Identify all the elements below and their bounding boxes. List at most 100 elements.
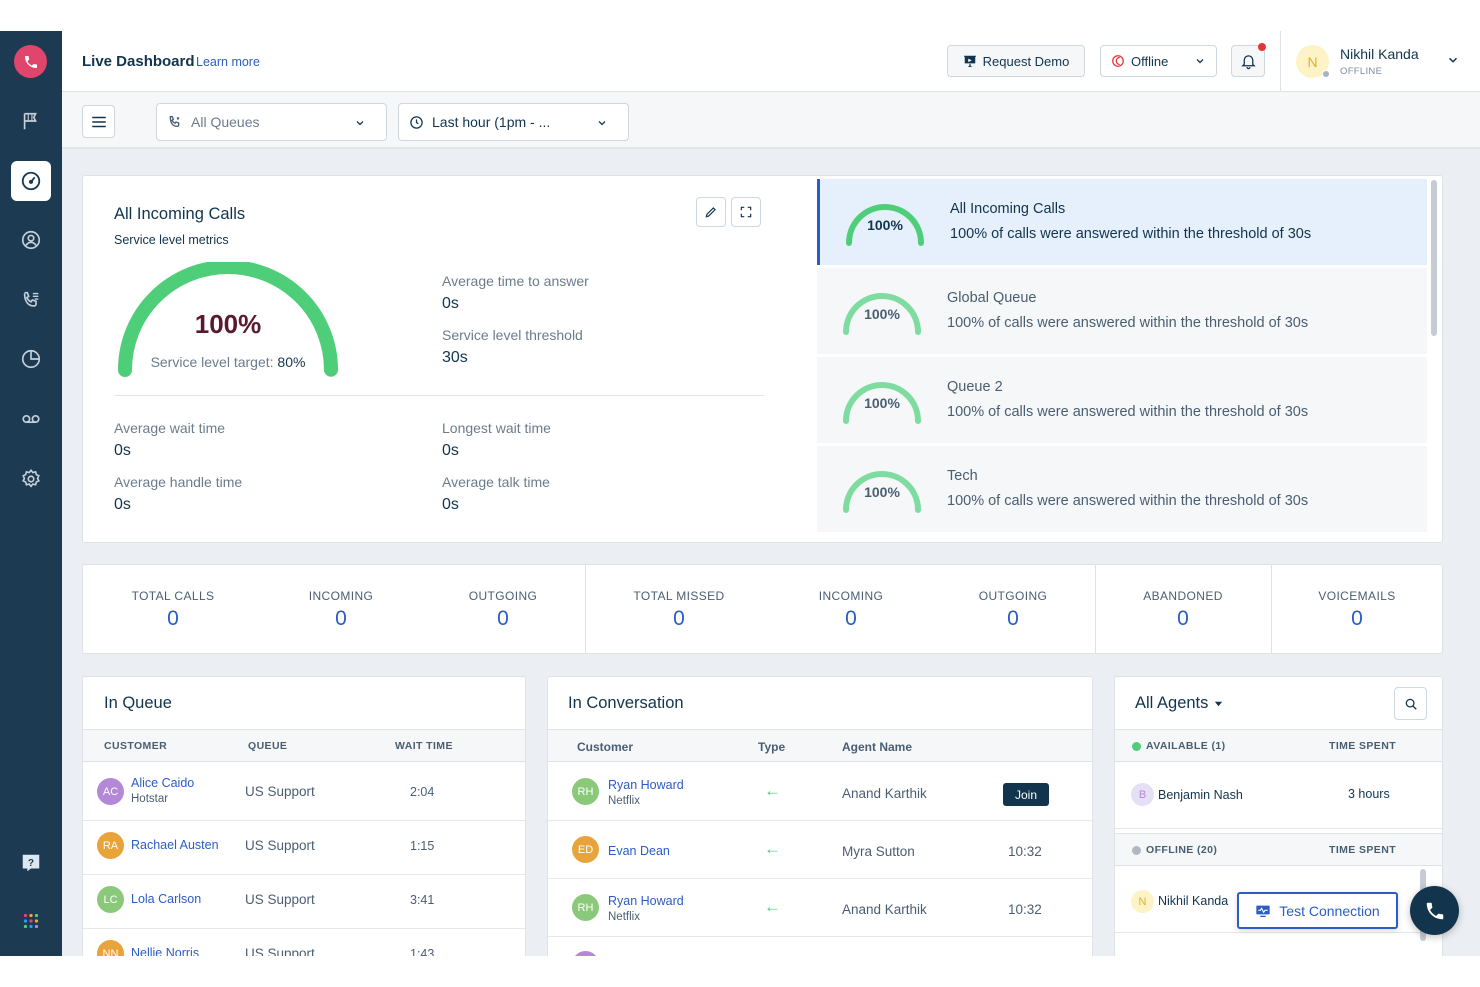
learn-more-link[interactable]: Learn more [196, 55, 260, 69]
dashboard-gauge-icon [21, 171, 41, 191]
customer-name-link[interactable]: Alice Caido [131, 776, 195, 790]
phone-dialer-button[interactable] [1410, 886, 1459, 935]
agent-name: Nikhil Kanda [1158, 894, 1229, 908]
customer-company: Netflix [608, 795, 640, 807]
queue-list: 100% All Incoming Calls 100% of calls we… [817, 179, 1429, 537]
table-row[interactable]: RH Ryan Howard Netflix ← Anand Karthik J… [548, 763, 1092, 821]
offline-agents-header: OFFLINE (20) TIME SPENT [1115, 833, 1442, 866]
summary-divider [1271, 565, 1272, 653]
customer-name-link[interactable]: Ryan Howard [608, 894, 684, 908]
queue-desc: 100% of calls were answered within the t… [947, 404, 1309, 420]
sidebar-item-contacts[interactable] [11, 220, 51, 260]
user-avatar-initial: N [1307, 53, 1318, 70]
sidebar-item-apps[interactable] [11, 901, 51, 941]
time-filter-dropdown[interactable]: Last hour (1pm - ... [398, 103, 629, 141]
header-divider [1280, 31, 1281, 92]
agent-row[interactable]: B Benjamin Nash 3 hours [1115, 763, 1442, 829]
call-summary-card: TOTAL CALLS 0 INCOMING 0 OUTGOING 0 TOTAL M… [82, 564, 1443, 654]
edit-button[interactable] [696, 197, 726, 227]
sidebar-item-dashboard[interactable] [11, 161, 51, 201]
test-connection-button[interactable]: Test Connection [1237, 892, 1398, 929]
phone-logo-icon[interactable] [14, 45, 47, 78]
flag-icon [23, 112, 37, 130]
expand-button[interactable] [731, 197, 761, 227]
queue-name: US Support [245, 838, 315, 853]
customer-name-link[interactable]: Evan Dean [608, 844, 670, 858]
customer-name-link[interactable]: Lola Carlson [131, 892, 202, 906]
column-header: Customer [577, 740, 634, 754]
queue-list-scrollbar[interactable] [1431, 180, 1437, 336]
table-row[interactable]: LC Lola Carlson US Support 3:41 [83, 871, 525, 929]
queue-item[interactable]: 100% All Incoming Calls 100% of calls we… [817, 179, 1427, 265]
avg-wait-label: Average wait time [114, 420, 226, 436]
summary-label: TOTAL MISSED [633, 589, 725, 603]
sidebar-item-calls[interactable] [11, 280, 51, 320]
sidebar-item-help[interactable]: ? [11, 843, 51, 883]
user-status-dot [1322, 70, 1330, 78]
column-header: WAIT TIME [395, 740, 453, 752]
table-row[interactable]: RH Ryan Howard Netflix ← Anand Karthik 1… [548, 879, 1092, 937]
sidebar-item-settings[interactable] [11, 459, 51, 499]
filter-toolbar: All Queues Last hour (1pm - ... [62, 92, 1480, 149]
queue-item[interactable]: 100% Queue 2 100% of calls were answered… [817, 357, 1427, 443]
available-status-dot [1132, 742, 1141, 751]
avg-handle-label: Average handle time [114, 474, 243, 490]
agent-name: Myra Sutton [842, 844, 915, 859]
agent-row[interactable]: N Nikhil Kanda [1115, 867, 1442, 933]
customer-name-link[interactable]: Ryan Howard [608, 778, 684, 792]
sidebar-item-reports[interactable] [11, 339, 51, 379]
queue-item[interactable]: 100% Tech 100% of calls were answered wi… [817, 446, 1427, 532]
join-button[interactable]: Join [1003, 783, 1049, 806]
table-row[interactable]: NN Nellie Norris US Support 1:43 [83, 925, 525, 956]
queue-item[interactable]: 100% Global Queue 100% of calls were ans… [817, 268, 1427, 354]
offline-label: OFFLINE (20) [1146, 844, 1218, 856]
time-spent-header: TIME SPENT [1329, 740, 1397, 752]
notifications-button[interactable] [1231, 43, 1266, 77]
notification-badge [1258, 43, 1266, 51]
avg-handle-value: 0s [114, 496, 131, 513]
agent-avatar: B [1131, 783, 1154, 806]
summary-outgoing: OUTGOING 0 [433, 565, 573, 653]
user-circle-icon [21, 230, 41, 250]
bell-icon [1240, 54, 1256, 69]
table-row[interactable]: AC Alice Caido Hotstar US Support 2:04 [83, 763, 525, 821]
table-row[interactable]: RA Rachael Austen US Support 1:15 [83, 817, 525, 875]
agents-filter-dropdown[interactable]: All Agents [1135, 694, 1223, 713]
svg-text:?: ? [28, 858, 34, 869]
user-name[interactable]: Nikhil Kanda [1340, 46, 1419, 62]
summary-value: 0 [497, 607, 509, 630]
target-label: Service level target: [150, 354, 278, 370]
summary-missed-incoming: INCOMING 0 [781, 565, 921, 653]
queue-gauge [846, 204, 924, 246]
queue-filter-dropdown[interactable]: All Queues [156, 103, 387, 141]
availability-dropdown[interactable]: Offline [1100, 45, 1217, 77]
availability-value: Offline [1131, 53, 1169, 69]
summary-label: ABANDONED [1143, 589, 1223, 603]
apps-grid-icon [23, 913, 39, 929]
incoming-arrow-icon: ← [764, 897, 781, 916]
table-row[interactable]: ED Evan Dean ← Myra Sutton 10:32 [548, 821, 1092, 879]
queue-title: Queue 2 [947, 379, 1003, 395]
queue-desc: 100% of calls were answered within the t… [947, 315, 1309, 331]
monitor-pulse-icon [1256, 905, 1270, 917]
service-card-title: All Incoming Calls [114, 205, 246, 223]
request-demo-button[interactable]: Request Demo [947, 45, 1085, 77]
chevron-down-icon [356, 121, 364, 126]
hamburger-menu-button[interactable] [82, 105, 115, 138]
offline-status-icon [1112, 55, 1124, 67]
agent-search-button[interactable] [1394, 687, 1427, 720]
clock-icon [410, 115, 423, 129]
in-queue-title: In Queue [104, 694, 172, 712]
in-queue-table-header: CUSTOMER QUEUE WAIT TIME [83, 729, 525, 762]
customer-name-link[interactable]: Nellie Norris [131, 946, 200, 956]
sidebar-item-flag[interactable] [11, 101, 51, 141]
summary-value: 0 [1351, 607, 1363, 630]
customer-name-link[interactable]: Rachael Austen [131, 838, 219, 852]
longest-wait-label: Longest wait time [442, 420, 551, 436]
incoming-arrow-icon: ← [764, 839, 781, 858]
queue-gauge-value: 100% [864, 306, 900, 322]
user-menu-chevron-icon[interactable] [1446, 53, 1460, 67]
app-shell: ? Live Dashboard Learn more Request Demo… [0, 31, 1480, 956]
user-avatar[interactable]: N [1296, 45, 1330, 78]
sidebar-item-voicemail[interactable] [11, 399, 51, 439]
